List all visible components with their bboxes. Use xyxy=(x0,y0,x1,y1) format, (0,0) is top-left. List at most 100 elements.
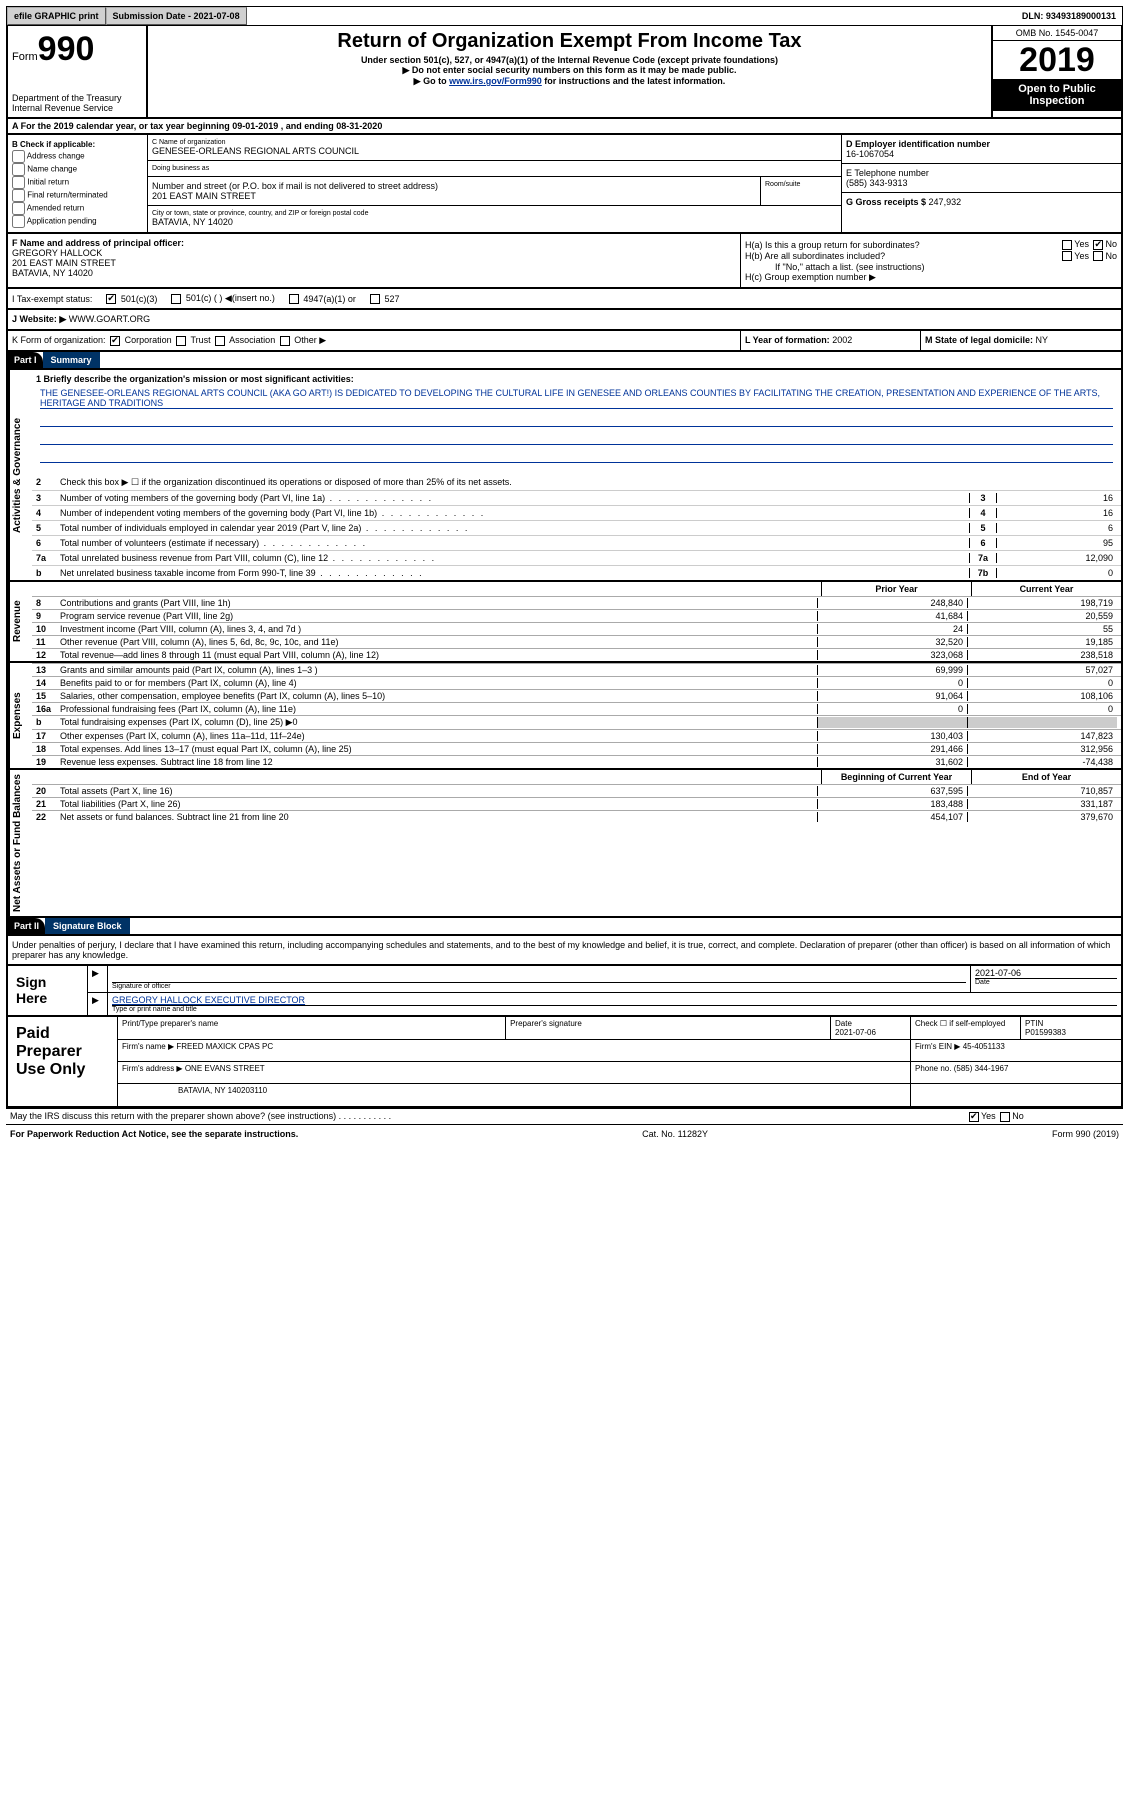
ha-label: H(a) Is this a group return for subordin… xyxy=(745,240,920,250)
firm-addr2: BATAVIA, NY 140203110 xyxy=(118,1084,911,1106)
chk-assoc[interactable] xyxy=(215,336,225,346)
chk-label: Address change xyxy=(27,152,85,161)
m-label: M State of legal domicile: xyxy=(925,335,1036,345)
fin-line-11: 11Other revenue (Part VIII, column (A), … xyxy=(32,635,1121,648)
fin-line-13: 13Grants and similar amounts paid (Part … xyxy=(32,663,1121,676)
paid-preparer-block: Paid Preparer Use Only Print/Type prepar… xyxy=(6,1017,1123,1108)
gross-label: G Gross receipts $ xyxy=(846,197,929,207)
chk-amended[interactable]: Amended return xyxy=(12,202,143,215)
col-d-e-g: D Employer identification number16-10670… xyxy=(841,135,1121,232)
chk-final-return[interactable]: Final return/terminated xyxy=(12,189,143,202)
chk-application-pending[interactable]: Application pending xyxy=(12,215,143,228)
goto-post: for instructions and the latest informat… xyxy=(542,76,726,86)
addr-label: Number and street (or P.O. box if mail i… xyxy=(152,181,756,191)
sig-name-label: Type or print name and title xyxy=(112,1005,1117,1013)
col-b-label: B Check if applicable: xyxy=(12,140,95,149)
mission-blank-2 xyxy=(40,431,1113,445)
no-label: No xyxy=(1105,251,1117,261)
ptin-value: P01599383 xyxy=(1025,1028,1066,1037)
fin-line-20: 20Total assets (Part X, line 16)637,5957… xyxy=(32,784,1121,797)
discuss-no[interactable] xyxy=(1000,1112,1010,1122)
street-block: Number and street (or P.O. box if mail i… xyxy=(148,177,761,205)
fin-line-16a: 16aProfessional fundraising fees (Part I… xyxy=(32,702,1121,715)
firm-phone-label: Phone no. xyxy=(915,1064,954,1073)
fin-line-18: 18Total expenses. Add lines 13–17 (must … xyxy=(32,742,1121,755)
hb-no[interactable] xyxy=(1093,251,1103,261)
suite-block: Room/suite xyxy=(761,177,841,205)
line2-checkbox: 2Check this box ▶ ☐ if the organization … xyxy=(32,475,1121,491)
chk-501c3[interactable] xyxy=(106,294,116,304)
vtab-net-assets: Net Assets or Fund Balances xyxy=(8,770,32,916)
line2-desc: Check this box ▶ ☐ if the organization d… xyxy=(60,477,1117,488)
chk-corp[interactable] xyxy=(110,336,120,346)
l-value: 2002 xyxy=(832,335,852,345)
f-label: F Name and address of principal officer: xyxy=(12,238,184,248)
begin-year-hdr: Beginning of Current Year xyxy=(821,770,971,784)
yes-label: Yes xyxy=(1074,239,1089,249)
m-value: NY xyxy=(1036,335,1049,345)
sig-name: GREGORY HALLOCK EXECUTIVE DIRECTOR xyxy=(112,995,1117,1005)
gross-value: 247,932 xyxy=(929,197,962,207)
opt-trust: Trust xyxy=(190,335,210,345)
prior-year-hdr: Prior Year xyxy=(821,582,971,596)
row-k-l-m: K Form of organization: Corporation Trus… xyxy=(6,331,1123,352)
mission-blank-1 xyxy=(40,413,1113,427)
gov-line-7b: bNet unrelated business taxable income f… xyxy=(32,566,1121,580)
efile-print-button[interactable]: efile GRAPHIC print xyxy=(7,7,106,25)
chk-501c[interactable] xyxy=(171,294,181,304)
page-footer: For Paperwork Reduction Act Notice, see … xyxy=(6,1124,1123,1143)
fin-line-15: 15Salaries, other compensation, employee… xyxy=(32,689,1121,702)
chk-527[interactable] xyxy=(370,294,380,304)
ha-yes[interactable] xyxy=(1062,240,1072,250)
chk-address-change[interactable]: Address change xyxy=(12,150,143,163)
chk-other[interactable] xyxy=(280,336,290,346)
fin-line-19: 19Revenue less expenses. Subtract line 1… xyxy=(32,755,1121,768)
header-left: Form990 Department of the Treasury Inter… xyxy=(8,26,148,117)
hb-yes[interactable] xyxy=(1062,251,1072,261)
chk-initial-return[interactable]: Initial return xyxy=(12,176,143,189)
hb-label: H(b) Are all subordinates included? xyxy=(745,251,885,261)
firm-ein: 45-4051133 xyxy=(963,1042,1005,1051)
firm-addr: ONE EVANS STREET xyxy=(185,1064,265,1073)
firm-ein-label: Firm's EIN ▶ xyxy=(915,1042,963,1051)
tax-year: 2019 xyxy=(993,41,1121,79)
part2-bar: Part II Signature Block xyxy=(6,918,1123,936)
irs-link[interactable]: www.irs.gov/Form990 xyxy=(449,76,542,86)
part1-title: Summary xyxy=(43,352,100,368)
form-header: Form990 Department of the Treasury Inter… xyxy=(6,26,1123,119)
no-label: No xyxy=(1012,1111,1024,1121)
chk-trust[interactable] xyxy=(176,336,186,346)
l-label: L Year of formation: xyxy=(745,335,832,345)
ein-value: 16-1067054 xyxy=(846,149,894,159)
chk-name-change[interactable]: Name change xyxy=(12,163,143,176)
chk-label: Application pending xyxy=(27,217,97,226)
dln-box: DLN: 93493189000131 xyxy=(1016,8,1122,24)
phone-value: (585) 343-9313 xyxy=(846,178,908,188)
hb-note: If "No," attach a list. (see instruction… xyxy=(745,262,1117,272)
officer-addr: 201 EAST MAIN STREET BATAVIA, NY 14020 xyxy=(12,258,116,278)
c-label: C Name of organization xyxy=(152,139,837,146)
mission-text: THE GENESEE-ORLEANS REGIONAL ARTS COUNCI… xyxy=(40,388,1113,409)
fin-line-17: 17Other expenses (Part IX, column (A), l… xyxy=(32,729,1121,742)
opt-4947: 4947(a)(1) or xyxy=(303,294,356,304)
chk-4947[interactable] xyxy=(289,294,299,304)
row-j-website: J Website: ▶ WWW.GOART.ORG xyxy=(6,310,1123,331)
row-i-tax-status: I Tax-exempt status: 501(c)(3) 501(c) ( … xyxy=(6,289,1123,310)
yes-label: Yes xyxy=(1074,251,1089,261)
discuss-yes[interactable] xyxy=(969,1112,979,1122)
part1-bar: Part I Summary xyxy=(6,352,1123,370)
current-year-hdr: Current Year xyxy=(971,582,1121,596)
ha-no[interactable] xyxy=(1093,240,1103,250)
section-revenue: Revenue Prior YearCurrent Year 8Contribu… xyxy=(6,582,1123,663)
city-block: City or town, state or province, country… xyxy=(148,206,841,231)
phone-label: E Telephone number xyxy=(846,168,929,178)
yes-label: Yes xyxy=(981,1111,996,1121)
m-state: M State of legal domicile: NY xyxy=(921,331,1121,350)
header-mid: Return of Organization Exempt From Incom… xyxy=(148,26,991,117)
submission-date-box: Submission Date - 2021-07-08 xyxy=(106,7,247,25)
declaration-text: Under penalties of perjury, I declare th… xyxy=(6,936,1123,966)
end-year-hdr: End of Year xyxy=(971,770,1121,784)
street-address: 201 EAST MAIN STREET xyxy=(152,191,756,201)
fin-line-b: bTotal fundraising expenses (Part IX, co… xyxy=(32,715,1121,729)
sig-date-label: Date xyxy=(975,978,1117,986)
